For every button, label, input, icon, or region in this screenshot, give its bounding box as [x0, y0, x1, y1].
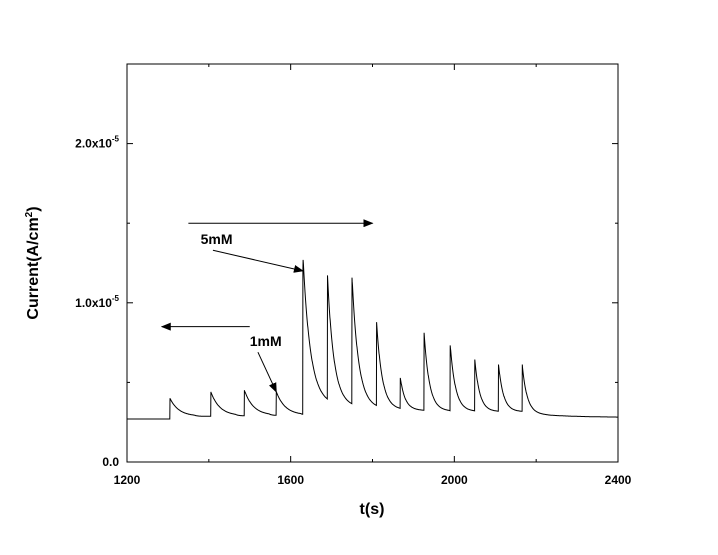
y-tick-label: 2.0x10-5: [75, 135, 119, 151]
y-axis-title-base: Current(A/cm: [25, 217, 42, 319]
x-tick-label: 2000: [441, 473, 468, 487]
y-axis-ticks: 0.0 1.0x10-5 2.0x10-5: [75, 63, 618, 469]
x-tick-label: 1200: [114, 473, 141, 487]
annotation-label: 5mM: [201, 231, 233, 247]
x-tick-label: 1600: [277, 473, 304, 487]
annotation-arrow: [257, 351, 277, 393]
x-tick-label: 2400: [605, 473, 632, 487]
y-axis-title-sup: 2: [24, 211, 35, 217]
current-series-line: [127, 259, 618, 420]
x-axis-ticks: 1200 1600 2000 2400: [114, 64, 632, 487]
y-axis-title: Current(A/cm2): [24, 206, 42, 319]
annotation-label: 1mM: [250, 333, 282, 349]
annotation-arrow: [212, 249, 304, 273]
y-tick-label: 1.0x10-5: [75, 294, 119, 310]
x-axis-title: t(s): [360, 501, 385, 518]
annotations: 5mM 1mM: [160, 219, 374, 393]
y-axis-title-close: ): [25, 206, 42, 211]
y-tick-label: 0.0: [102, 455, 119, 469]
